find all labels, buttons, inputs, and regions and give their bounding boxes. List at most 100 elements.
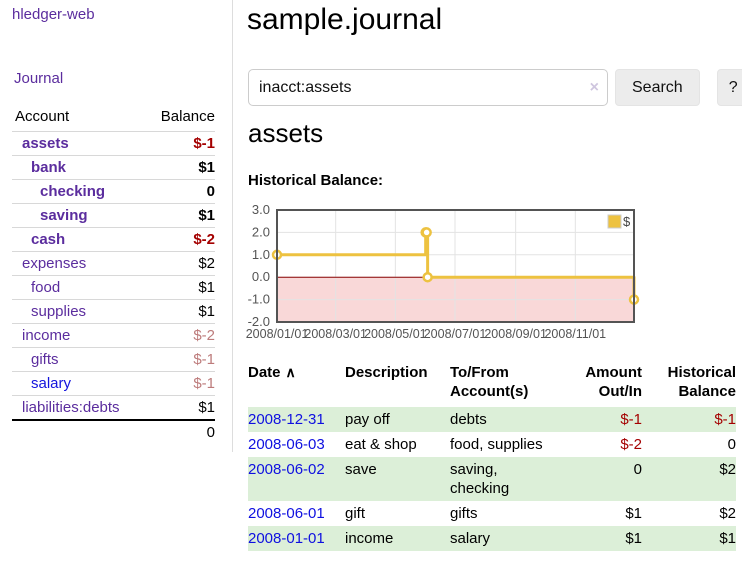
transaction-accounts: food, supplies <box>450 436 543 453</box>
account-name-cell: bank <box>12 155 147 180</box>
sidebar-account-row: checking 0 <box>12 179 215 204</box>
register-row: 2008-01-01 income salary $1 $1 <box>248 526 736 551</box>
sidebar-account-checking[interactable]: checking <box>40 183 106 200</box>
sidebar-account-row: bank $1 <box>12 155 215 180</box>
svg-text:2.0: 2.0 <box>252 224 270 239</box>
transaction-balance: $-1 <box>642 407 736 432</box>
svg-text:3.0: 3.0 <box>252 202 270 217</box>
search-input-wrap: × <box>248 69 608 106</box>
transaction-accounts: debts <box>450 407 558 432</box>
sidebar-account-row: salary $-1 <box>12 371 215 396</box>
sidebar-account-income[interactable]: income <box>22 327 71 344</box>
svg-text:$: $ <box>623 214 631 229</box>
column-header-balance: Historical Balance <box>667 364 736 400</box>
svg-text:2008/07/01: 2008/07/01 <box>424 327 487 341</box>
transaction-description: eat & shop <box>345 436 417 453</box>
account-name-cell: liabilities:debts <box>12 395 147 420</box>
account-balance: $2 <box>146 251 215 276</box>
account-name-cell: expenses <box>12 251 147 276</box>
transaction-balance: 0 <box>727 436 736 453</box>
transaction-date-link[interactable]: 2008-06-03 <box>248 436 325 453</box>
account-name-cell: assets <box>12 131 147 156</box>
clear-search-icon[interactable]: × <box>589 78 599 96</box>
account-balance: 0 <box>146 179 215 204</box>
transaction-date-link[interactable]: 2008-06-02 <box>248 461 325 478</box>
register-table: Date ∧ Description To/From Account(s) Amo… <box>248 361 736 551</box>
balance-column-header: Balance <box>160 108 215 125</box>
sidebar-account-saving[interactable]: saving <box>40 207 88 224</box>
chart-heading: Historical Balance: <box>248 172 384 189</box>
svg-text:-1.0: -1.0 <box>248 292 270 307</box>
svg-text:-2.0: -2.0 <box>248 314 270 329</box>
svg-text:2008/03/01: 2008/03/01 <box>304 327 367 341</box>
account-balance: $1 <box>146 155 215 180</box>
sidebar-account-salary[interactable]: salary <box>31 375 72 392</box>
date-header-label: Date <box>248 364 281 381</box>
account-balance: $-1 <box>146 371 215 396</box>
sidebar-account-row: income $-2 <box>12 323 215 348</box>
transaction-balance: $1 <box>642 526 736 551</box>
sidebar-account-supplies[interactable]: supplies <box>31 303 87 320</box>
register-row: 2008-12-31 pay off debts $-1 $-1 <box>248 407 736 432</box>
total-balance: 0 <box>146 419 215 444</box>
accounts-header-row: Account Balance <box>12 105 215 132</box>
accounts-table: Account Balance assets $-1 bank $1 checking 0… <box>12 105 215 444</box>
help-button[interactable]: ? <box>716 69 742 106</box>
nav-journal-link[interactable]: Journal <box>14 70 64 87</box>
transaction-date-link[interactable]: 2008-12-31 <box>248 411 325 428</box>
transaction-amount: $-1 <box>558 407 642 432</box>
total-row: 0 <box>12 419 215 444</box>
balance-chart: 3.0 2.0 1.0 0.0 -1.0 -2.02008/01/012008/03/01… <box>246 202 640 341</box>
transaction-amount: 0 <box>558 457 642 501</box>
sidebar-account-row: assets $-1 <box>12 131 215 156</box>
transaction-accounts: salary <box>450 526 558 551</box>
account-name-cell: income <box>12 323 147 348</box>
sidebar-account-row: liabilities:debts $1 <box>12 395 215 420</box>
transaction-amount: $1 <box>625 505 642 522</box>
register-row: 2008-06-03 eat & shop food, supplies $-2 0 <box>248 432 736 457</box>
account-name-cell: food <box>12 275 147 300</box>
sidebar-account-liabilities-debts[interactable]: liabilities:debts <box>22 399 120 416</box>
account-name-cell: saving <box>12 203 147 228</box>
sort-asc-icon: ∧ <box>285 364 296 380</box>
sidebar-account-bank[interactable]: bank <box>31 159 67 176</box>
svg-text:2008/05/01: 2008/05/01 <box>364 327 427 341</box>
sidebar-account-row: expenses $2 <box>12 251 215 276</box>
account-balance: $1 <box>146 299 215 324</box>
transaction-amount: $1 <box>558 526 642 551</box>
register-header-row: Date ∧ Description To/From Account(s) Amo… <box>248 361 736 407</box>
transaction-description: pay off <box>345 407 450 432</box>
account-balance: $-2 <box>146 227 215 252</box>
svg-text:0.0: 0.0 <box>252 269 270 284</box>
transaction-date-link[interactable]: 2008-01-01 <box>248 530 325 547</box>
transaction-date-cell: 2008-01-01 <box>248 526 345 551</box>
account-name-cell: supplies <box>12 299 147 324</box>
accounts-column-header: Account <box>15 108 70 125</box>
account-balance: $1 <box>146 203 215 228</box>
account-balance: $1 <box>146 395 215 420</box>
account-balance: $-2 <box>146 323 215 348</box>
register-row: 2008-06-01 gift gifts $1 $2 <box>248 501 736 526</box>
page-title: sample.journal <box>247 3 443 36</box>
account-name-cell: salary <box>12 371 147 396</box>
sidebar-account-cash[interactable]: cash <box>31 231 66 248</box>
search-button[interactable]: Search <box>615 69 700 106</box>
sidebar-account-gifts[interactable]: gifts <box>31 351 59 368</box>
svg-text:2008/09/01: 2008/09/01 <box>484 327 547 341</box>
sidebar-account-food[interactable]: food <box>31 279 61 296</box>
transaction-date-link[interactable]: 2008-06-01 <box>248 505 325 522</box>
transaction-balance: $2 <box>719 505 736 522</box>
account-balance: $1 <box>146 275 215 300</box>
brand-link[interactable]: hledger-web <box>12 6 95 23</box>
sidebar-account-row: gifts $-1 <box>12 347 215 372</box>
account-name-cell: cash <box>12 227 147 252</box>
sidebar-account-expenses[interactable]: expenses <box>22 255 87 272</box>
account-balance: $-1 <box>146 347 215 372</box>
search-input[interactable] <box>248 69 608 106</box>
column-header-amount: Amount Out/In <box>585 364 642 400</box>
transaction-balance: $2 <box>642 457 736 501</box>
transaction-amount: $-2 <box>620 436 642 453</box>
sidebar-account-row: food $1 <box>12 275 215 300</box>
column-header-date[interactable]: Date ∧ <box>248 361 345 407</box>
sidebar-account-assets[interactable]: assets <box>22 135 69 152</box>
